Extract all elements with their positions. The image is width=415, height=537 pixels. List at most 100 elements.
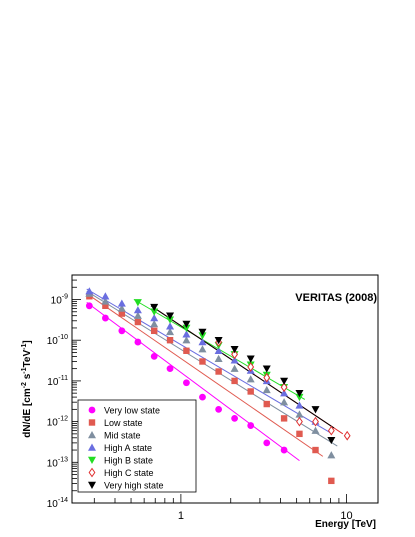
data-point	[182, 324, 191, 332]
data-point	[246, 375, 255, 383]
data-point	[263, 400, 270, 408]
y-tick-label: 10-9	[51, 294, 68, 307]
data-point	[247, 362, 255, 372]
legend-marker	[88, 456, 96, 464]
data-point	[280, 415, 288, 422]
fit-line	[86, 293, 324, 457]
legend-label: Very low state	[104, 406, 160, 416]
data-point	[102, 302, 109, 310]
data-point	[263, 439, 271, 447]
data-point	[118, 310, 126, 317]
data-point	[182, 320, 191, 329]
data-point	[247, 388, 254, 395]
data-point	[85, 287, 94, 295]
y-axis-title-sup: -1	[21, 367, 28, 373]
y-tick-label: 10-11	[47, 375, 68, 388]
legend-marker	[88, 431, 96, 439]
legend-marker	[88, 481, 96, 489]
legend-label: High C state	[104, 468, 154, 478]
data-point	[198, 332, 207, 340]
data-point	[262, 385, 271, 394]
data-point	[166, 327, 175, 336]
chart-title: VERITAS (2008)	[295, 292, 377, 304]
data-point	[133, 311, 142, 319]
data-point	[328, 477, 335, 485]
data-point	[214, 337, 223, 345]
data-point	[118, 327, 126, 335]
data-point	[133, 306, 142, 314]
data-point	[230, 356, 239, 364]
x-tick-label: 10	[340, 510, 352, 522]
y-tick-label: 10-13	[47, 456, 68, 469]
data-point	[150, 314, 159, 322]
data-point	[295, 401, 304, 409]
data-point	[280, 398, 289, 406]
data-point	[312, 416, 319, 427]
data-point	[182, 330, 191, 338]
data-point	[327, 436, 336, 445]
data-point	[183, 379, 190, 387]
y-tick-label: 10-10	[47, 334, 68, 347]
y-axis-title-sup: -2	[21, 382, 28, 388]
data-point	[182, 336, 191, 344]
data-point	[151, 327, 158, 335]
data-point	[327, 425, 335, 436]
data-point	[231, 414, 238, 422]
legend-label: Very high state	[104, 481, 164, 491]
data-point	[246, 355, 255, 363]
data-point	[312, 446, 319, 454]
data-point	[231, 349, 238, 360]
y-tick-label: 10-12	[47, 416, 68, 429]
data-point	[230, 364, 239, 372]
data-point	[150, 308, 159, 316]
data-point	[214, 346, 223, 354]
data-point	[166, 312, 175, 320]
data-point	[199, 358, 206, 365]
y-axis-title: dN/dE [cm-2 s-1TeV-1]	[21, 340, 33, 437]
data-point	[117, 304, 126, 312]
legend-label: High B state	[104, 456, 153, 466]
data-point	[311, 406, 320, 414]
data-point	[117, 299, 126, 307]
data-point	[101, 314, 109, 322]
y-tick-label: 10-14	[47, 497, 68, 510]
data-point	[343, 430, 351, 441]
data-point	[296, 416, 303, 427]
legend: Very low state Low state Mid state High A s…	[77, 399, 197, 493]
data-point	[215, 368, 222, 375]
legend-label: High A state	[104, 443, 152, 453]
fit-line	[86, 288, 333, 435]
data-point	[166, 337, 174, 344]
data-point	[199, 393, 206, 401]
data-point	[134, 338, 142, 346]
data-point	[101, 297, 110, 305]
legend-label: Low state	[104, 418, 143, 428]
y-axis-title-part: TeV	[22, 350, 33, 368]
data-point	[198, 338, 207, 346]
data-point	[215, 405, 223, 413]
data-point	[280, 382, 288, 393]
data-point	[166, 322, 175, 330]
data-point	[311, 426, 320, 434]
legend-label: Mid state	[104, 431, 141, 441]
data-point	[280, 377, 289, 385]
fit-line	[86, 290, 338, 447]
y-axis-title-part: s	[22, 373, 33, 382]
y-axis-title-part: dN/dE [cm	[22, 388, 33, 438]
data-point	[327, 451, 336, 459]
legend-marker	[88, 467, 96, 478]
legend-marker	[88, 406, 96, 414]
data-point	[295, 410, 304, 418]
x-tick-label: 1	[178, 510, 184, 522]
data-point	[134, 318, 142, 326]
data-point	[295, 393, 304, 402]
fit-line	[150, 305, 335, 429]
data-points	[85, 287, 351, 485]
y-axis-title-sup: -1	[21, 344, 28, 350]
y-axis-title-part: ]	[22, 340, 33, 343]
data-point	[296, 430, 303, 438]
data-point	[280, 389, 289, 397]
data-point	[166, 316, 175, 324]
data-point	[247, 422, 255, 429]
